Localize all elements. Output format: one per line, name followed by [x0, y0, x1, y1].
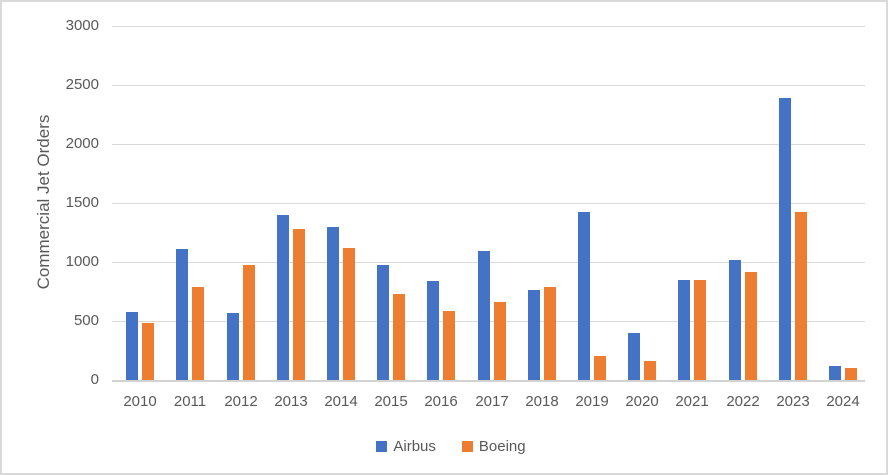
bar-airbus-2016 [427, 281, 439, 380]
x-label-2010: 2010 [123, 393, 157, 410]
bar-boeing-2018 [544, 287, 556, 380]
gridline-2500 [112, 85, 865, 86]
x-label-2015: 2015 [374, 393, 408, 410]
legend-label-boeing: Boeing [478, 438, 526, 455]
bar-airbus-2024 [829, 366, 841, 380]
legend-item-airbus: Airbus [376, 438, 436, 455]
bar-airbus-2011 [176, 249, 188, 380]
bar-airbus-2020 [628, 333, 640, 380]
y-tick-500: 500 [73, 312, 99, 329]
bar-boeing-2023 [795, 212, 807, 380]
y-tick-1000: 1000 [65, 253, 99, 270]
bar-airbus-2012 [227, 313, 239, 380]
bar-boeing-2013 [293, 229, 305, 380]
x-label-2013: 2013 [274, 393, 308, 410]
bar-boeing-2016 [443, 311, 455, 380]
bar-boeing-2024 [845, 368, 857, 380]
bar-boeing-2022 [745, 272, 757, 380]
y-tick-0: 0 [90, 371, 99, 388]
x-label-2024: 2024 [826, 393, 860, 410]
y-tick-2000: 2000 [65, 135, 99, 152]
bar-boeing-2014 [343, 248, 355, 380]
x-label-2022: 2022 [726, 393, 760, 410]
x-label-2023: 2023 [776, 393, 810, 410]
bar-airbus-2021 [678, 280, 690, 380]
bar-airbus-2023 [779, 98, 791, 380]
y-tick-2500: 2500 [65, 76, 99, 93]
bar-airbus-2017 [478, 251, 490, 380]
gridline-2000 [112, 144, 865, 145]
bar-boeing-2019 [594, 356, 606, 380]
bar-boeing-2012 [243, 265, 255, 380]
gridline-3000 [112, 26, 865, 27]
bar-airbus-2018 [528, 290, 540, 380]
gridline-0 [112, 380, 865, 382]
bar-boeing-2017 [494, 302, 506, 380]
y-tick-1500: 1500 [65, 194, 99, 211]
x-label-2017: 2017 [475, 393, 509, 410]
x-label-2011: 2011 [173, 393, 207, 410]
bar-airbus-2015 [377, 265, 389, 380]
legend-label-airbus: Airbus [393, 438, 436, 455]
x-label-2019: 2019 [575, 393, 609, 410]
x-label-2014: 2014 [324, 393, 358, 410]
y-tick-3000: 3000 [65, 17, 99, 34]
x-label-2021: 2021 [675, 393, 709, 410]
bar-airbus-2022 [729, 260, 741, 380]
bar-boeing-2015 [393, 294, 405, 380]
gridline-1500 [112, 203, 865, 204]
bar-boeing-2020 [644, 361, 656, 380]
bar-airbus-2013 [277, 215, 289, 380]
legend-swatch-boeing-icon [461, 441, 473, 452]
bar-boeing-2010 [142, 323, 154, 380]
bar-airbus-2014 [327, 227, 339, 380]
legend: Airbus Boeing [9, 438, 886, 455]
x-label-2020: 2020 [625, 393, 659, 410]
bar-boeing-2011 [192, 287, 204, 380]
x-label-2016: 2016 [424, 393, 458, 410]
x-label-2018: 2018 [525, 393, 559, 410]
bar-boeing-2021 [694, 280, 706, 380]
x-label-2012: 2012 [224, 393, 258, 410]
bar-airbus-2010 [126, 312, 138, 380]
bar-airbus-2019 [578, 212, 590, 380]
legend-swatch-airbus-icon [376, 441, 388, 452]
legend-item-boeing: Boeing [461, 438, 526, 455]
